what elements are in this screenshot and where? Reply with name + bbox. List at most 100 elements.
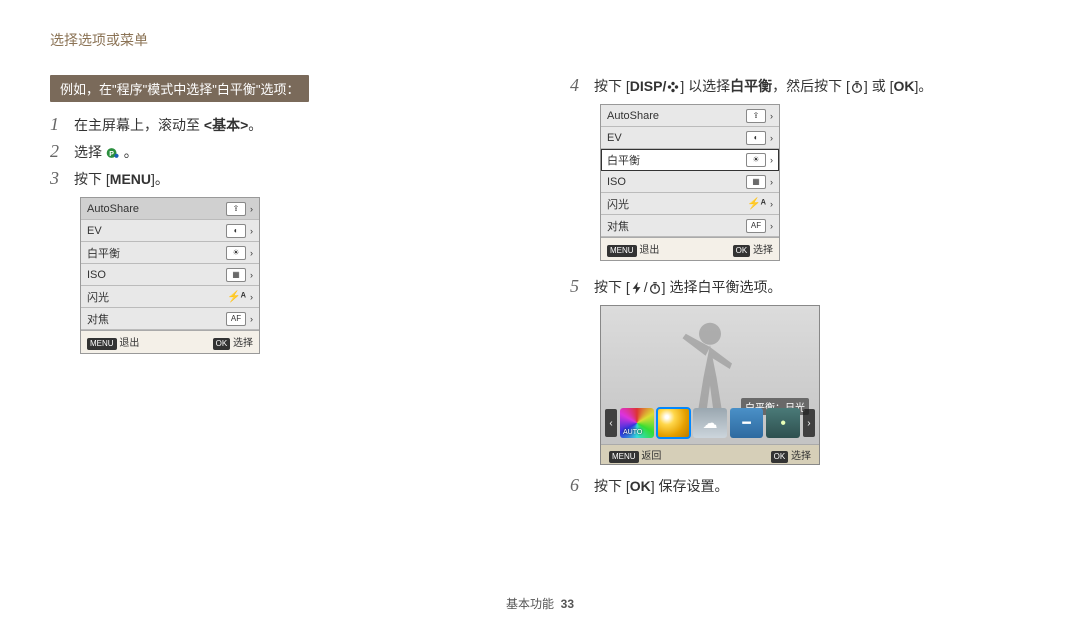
step-number: 5 [570,276,584,297]
step-text-fragment: 按下 [ [594,279,630,295]
step-6: 6 按下 [OK] 保存设置。 [570,475,1030,496]
step-text-fragment: ，然后按下 [ [772,78,850,94]
camera-menu-2: AutoShare ⇪› EV ◐› 白平衡 ☀› ISO ▦› 闪光 ⚡ᴬ› … [600,104,780,261]
step-text-fragment: 选择 [74,144,102,160]
wb-prev-button[interactable]: ‹ [605,409,617,437]
menu-row-label: 白平衡 [607,152,640,168]
menu-row-value: ⚡ᴬ› [747,197,773,210]
menu-row-wb-selected[interactable]: 白平衡 ☀› [601,149,779,171]
share-icon: ⇪ [746,109,766,123]
menu-row-wb[interactable]: 白平衡 ☀ › [81,242,259,264]
menu-row-label: AutoShare [607,110,659,122]
timer-icon [648,281,662,295]
step-5: 5 按下 [/] 选择白平衡选项。 [570,276,1030,297]
page-number: 33 [561,597,574,611]
step-text-fragment: 。 [124,144,138,160]
wb-option-fluorescent[interactable] [730,408,764,438]
menu-row-autoshare[interactable]: AutoShare ⇪› [601,105,779,127]
wb-icon: ☀ [226,246,246,260]
menu-row-value: AF› [746,219,773,233]
step-text-fragment: ] 以选择 [680,78,730,94]
step-bold: 白平衡 [730,78,772,94]
menu-row-value: AF› [226,312,253,326]
step-text-fragment: 在主屏幕上，滚动至 [74,117,204,133]
menu-row-autoshare[interactable]: AutoShare ⇪› [81,198,259,220]
menu-row-iso[interactable]: ISO ▦› [601,171,779,193]
footer-left-label: 退出 [119,338,139,349]
right-column: 4 按下 [DISP/] 以选择白平衡，然后按下 [] 或 [OK]。 Auto… [570,75,1030,502]
step-2: 2 选择 P 。 [50,141,510,162]
chevron-right-icon: › [770,199,773,209]
menu-row-ev[interactable]: EV ◐› [81,220,259,242]
menu-row-value: ⚡ᴬ› [227,290,253,303]
menu-row-value: ⇪› [226,202,253,216]
wb-preview: 白平衡：日光 ‹ › MENU 返回 OK 选择 [600,305,820,465]
iso-icon: ▦ [226,268,246,282]
step-text-fragment: 按下 [ [594,478,630,494]
footer-left: MENU 返回 [609,447,661,463]
chevron-right-icon: › [250,292,253,302]
chevron-right-icon: › [250,226,253,236]
wb-icon: ☀ [746,153,766,167]
menu-row-ev[interactable]: EV ◐› [601,127,779,149]
chevron-right-icon: › [770,133,773,143]
timer-icon [850,80,864,94]
wb-option-tungsten[interactable] [766,408,800,438]
menu-row-iso[interactable]: ISO ▦ › [81,264,259,286]
chevron-right-icon: › [770,177,773,187]
menu-row-label: 闪光 [87,289,109,305]
menu-row-focus[interactable]: 对焦 AF› [81,308,259,330]
svg-text:P: P [109,151,114,158]
menu-row-flash[interactable]: 闪光 ⚡ᴬ› [81,286,259,308]
page-footer: 基本功能 33 [0,595,1080,612]
footer-right-label: 选择 [791,451,811,462]
iso-icon: ▦ [746,175,766,189]
ev-icon: ◐ [226,224,246,238]
menu-row-label: ISO [87,269,106,281]
menu-footer: MENU 退出 OK 选择 [601,237,779,260]
menu-row-label: EV [607,132,622,144]
menu-row-value: ◐› [746,131,773,145]
ok-badge: OK [733,245,751,257]
step-text: 按下 [OK] 保存设置。 [594,476,729,496]
chevron-right-icon: › [250,270,253,280]
wb-option-strip: ‹ › [605,406,815,440]
wb-next-button[interactable]: › [803,409,815,437]
chevron-right-icon: › [250,248,253,258]
menu-row-label: 对焦 [607,218,629,234]
wb-option-auto[interactable] [620,408,654,438]
menu-badge: MENU [607,245,637,257]
menu-row-value: ☀› [746,153,773,167]
content-columns: 例如，在"程序"模式中选择"白平衡"选项： 1 在主屏幕上，滚动至 <基本>。 … [50,75,1030,502]
camera-menu-1: AutoShare ⇪› EV ◐› 白平衡 ☀› ISO ▦› 闪光 ⚡ᴬ› … [80,197,260,354]
step-bold: OK [630,478,651,494]
menu-row-label: ISO [607,176,626,188]
step-text-fragment: 按下 [ [74,171,110,187]
menu-row-value: ⇪› [746,109,773,123]
step-bold: DISP/ [630,78,667,94]
step-text-fragment: 按下 [ [594,78,630,94]
footer-left-label: 返回 [641,451,661,462]
footer-right-label: 选择 [753,245,773,256]
ev-icon: ◐ [746,131,766,145]
wb-option-daylight[interactable] [657,408,691,438]
step-text-fragment: ] 选择白平衡选项。 [662,279,782,295]
step-number: 2 [50,141,64,162]
wb-option-cloudy[interactable] [693,408,727,438]
menu-row-focus[interactable]: 对焦 AF› [601,215,779,237]
page-header: 选择选项或菜单 [50,30,1030,50]
step-text: 按下 [/] 选择白平衡选项。 [594,277,781,297]
chevron-right-icon: › [250,204,253,214]
chevron-right-icon: › [770,155,773,165]
menu-row-label: 白平衡 [87,245,120,261]
menu-row-flash[interactable]: 闪光 ⚡ᴬ› [601,193,779,215]
flower-icon [666,80,680,94]
footer-right: OK 选择 [771,447,811,463]
step-1: 1 在主屏幕上，滚动至 <基本>。 [50,114,510,135]
flash-icon [630,281,644,295]
menu-footer: MENU 退出 OK 选择 [81,330,259,353]
example-banner: 例如，在"程序"模式中选择"白平衡"选项： [50,75,309,102]
menu-row-value: ▦› [746,175,773,189]
footer-label: 基本功能 [506,597,554,611]
menu-row-label: 闪光 [607,196,629,212]
